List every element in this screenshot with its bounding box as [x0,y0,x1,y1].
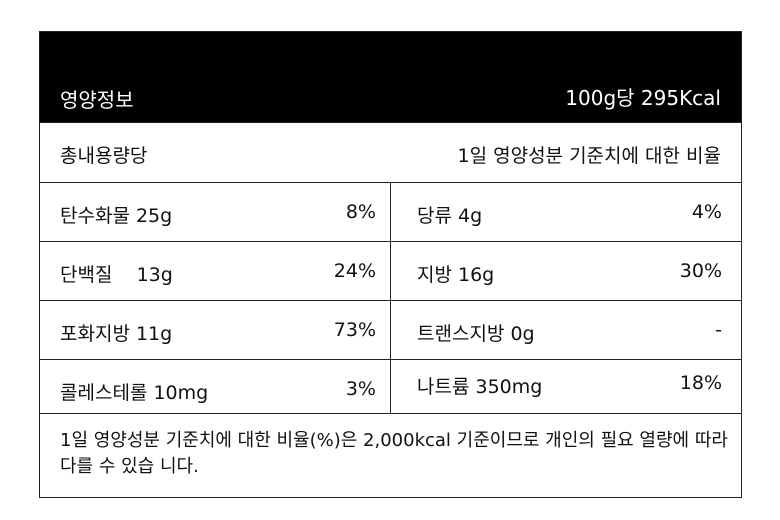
nutrient-name: 나트륨 350mg [417,376,543,398]
nutrient-cell: 지방 16g 30% [390,242,742,300]
nutrient-percent: 3% [345,378,376,400]
daily-value-label: 1일 영양성분 기준치에 대한 비율 [457,145,722,167]
nutrient-cell: 탄수화물 25g 8% [40,183,390,241]
nutrient-percent: 73% [333,319,376,341]
serving-calories: 100g당 295Kcal [565,86,721,110]
nutrient-name: 트랜스지방 0g [417,323,535,345]
nutrient-percent: 4% [691,201,722,223]
nutrient-cell: 단백질 13g 24% [40,242,390,300]
nutrient-cell: 콜레스테롤 10mg 3% [40,360,390,413]
nutrient-percent: 30% [679,260,722,282]
nutrient-name: 당류 4g [417,205,483,227]
nutrient-percent: 24% [333,260,376,282]
total-content-label: 총내용량당 [60,145,148,167]
nutrition-title: 영양정보 [60,88,134,112]
nutrient-row: 탄수화물 25g 8% 당류 4g 4% [40,182,741,241]
nutrition-header: 영양정보 100g당 295Kcal [40,32,741,122]
nutrient-cell: 트랜스지방 0g - [390,301,742,359]
nutrient-row: 포화지방 11g 73% 트랜스지방 0g - [40,300,741,359]
nutrient-name: 지방 16g [417,264,495,286]
nutrient-name: 탄수화물 25g [60,205,173,227]
nutrient-percent: - [715,319,722,341]
footnote-text: 1일 영양성분 기준치에 대한 비율(%)은 2,000kcal 기준이므로 개… [60,430,728,477]
nutrient-percent: 18% [679,372,722,394]
footnote: 1일 영양성분 기준치에 대한 비율(%)은 2,000kcal 기준이므로 개… [40,413,741,499]
nutrient-cell: 나트륨 350mg 18% [390,360,742,413]
nutrient-name: 콜레스테롤 10mg [60,382,209,404]
nutrient-cell: 당류 4g 4% [390,183,742,241]
nutrient-name: 단백질 13g [60,264,173,286]
nutrient-row: 콜레스테롤 10mg 3% 나트륨 350mg 18% [40,359,741,413]
nutrition-facts-panel: 영양정보 100g당 295Kcal 총내용량당 1일 영양성분 기준치에 대한… [39,31,742,498]
nutrient-name: 포화지방 11g [60,323,173,345]
subheader-row: 총내용량당 1일 영양성분 기준치에 대한 비율 [40,122,741,182]
nutrient-percent: 8% [345,201,376,223]
nutrient-cell: 포화지방 11g 73% [40,301,390,359]
nutrient-row: 단백질 13g 24% 지방 16g 30% [40,241,741,300]
